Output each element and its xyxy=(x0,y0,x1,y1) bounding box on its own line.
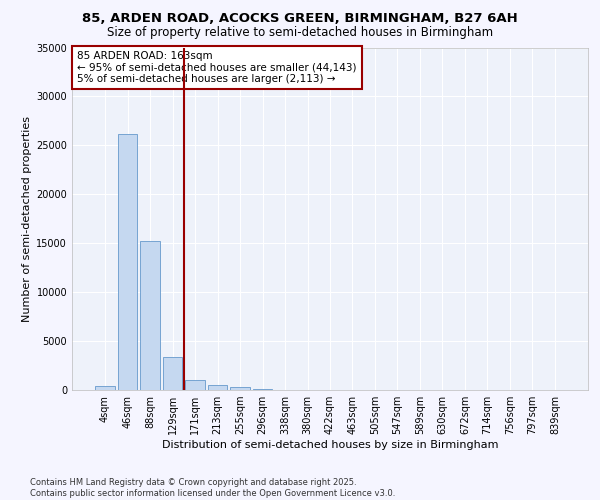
Bar xyxy=(185,380,205,390)
Bar xyxy=(140,242,160,390)
Text: Contains HM Land Registry data © Crown copyright and database right 2025.
Contai: Contains HM Land Registry data © Crown c… xyxy=(30,478,395,498)
Bar xyxy=(118,134,137,390)
Text: 85, ARDEN ROAD, ACOCKS GREEN, BIRMINGHAM, B27 6AH: 85, ARDEN ROAD, ACOCKS GREEN, BIRMINGHAM… xyxy=(82,12,518,26)
Y-axis label: Number of semi-detached properties: Number of semi-detached properties xyxy=(22,116,32,322)
X-axis label: Distribution of semi-detached houses by size in Birmingham: Distribution of semi-detached houses by … xyxy=(162,440,498,450)
Bar xyxy=(253,389,272,390)
Bar xyxy=(163,356,182,390)
Text: Size of property relative to semi-detached houses in Birmingham: Size of property relative to semi-detach… xyxy=(107,26,493,39)
Bar xyxy=(230,388,250,390)
Bar xyxy=(95,386,115,390)
Bar xyxy=(208,385,227,390)
Text: 85 ARDEN ROAD: 163sqm
← 95% of semi-detached houses are smaller (44,143)
5% of s: 85 ARDEN ROAD: 163sqm ← 95% of semi-deta… xyxy=(77,51,356,84)
